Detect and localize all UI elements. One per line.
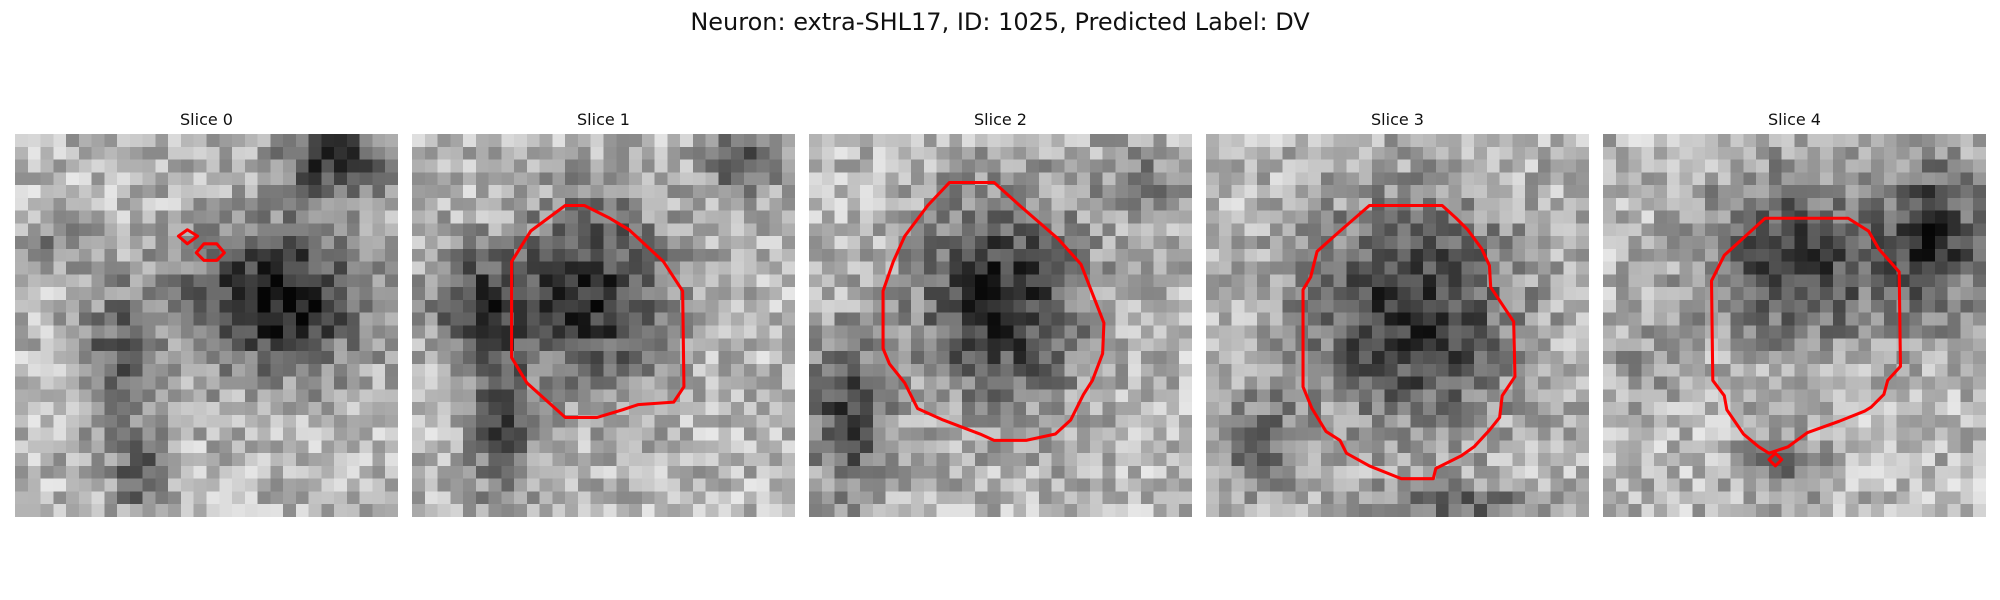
slice-title: Slice 1	[577, 110, 630, 129]
slice-image	[809, 134, 1192, 517]
slice-image	[412, 134, 795, 517]
segmentation-contour	[194, 242, 226, 262]
segmentation-contour	[510, 203, 686, 419]
segmentation-contour	[176, 228, 200, 246]
figure-title: Neuron: extra-SHL17, ID: 1025, Predicted…	[690, 8, 1310, 36]
segmentation-contour	[881, 180, 1106, 442]
segmentation-contour	[1301, 203, 1517, 481]
slice-title: Slice 4	[1768, 110, 1821, 129]
segmentation-contour	[1767, 451, 1784, 468]
segmentation-contour	[1709, 216, 1902, 455]
slice-title: Slice 0	[180, 110, 233, 129]
slice-title: Slice 2	[974, 110, 1027, 129]
slice-image	[1603, 134, 1986, 517]
slice-image	[1206, 134, 1589, 517]
slice-image	[15, 134, 398, 517]
slice-title: Slice 3	[1371, 110, 1424, 129]
